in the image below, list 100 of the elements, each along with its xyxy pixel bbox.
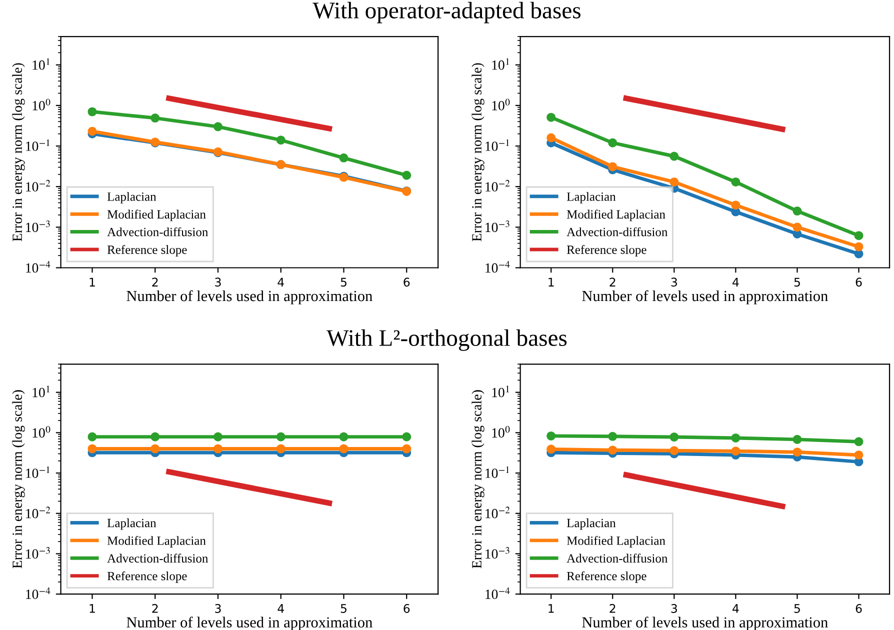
legend-label: Reference slope [566, 571, 646, 583]
x-tick-label: 3 [215, 604, 221, 613]
point [213, 122, 222, 132]
point [608, 138, 618, 148]
point [670, 152, 679, 161]
point [546, 133, 556, 142]
legend-label: Advection-diffusion [566, 227, 668, 236]
x-tick-label: 3 [671, 278, 677, 287]
point [792, 222, 802, 232]
y-tick-label: 10$^{−1}$ [486, 466, 509, 478]
point [546, 444, 556, 454]
point [213, 432, 222, 442]
legend-label: Modified Laplacian [107, 536, 206, 548]
point [213, 444, 222, 454]
point [150, 432, 160, 442]
y-tick-label: 10$^{−3}$ [486, 220, 510, 232]
point [731, 446, 740, 456]
x-tick-label: 2 [610, 604, 616, 613]
y-tick-label: 10$^{1}$ [32, 58, 50, 70]
point [88, 126, 97, 136]
legend-label: Reference slope [566, 245, 646, 256]
x-tick-label: 2 [610, 278, 616, 286]
point [731, 177, 740, 186]
point [670, 446, 679, 456]
x-tick-label: 2 [152, 278, 158, 286]
point [854, 242, 864, 252]
y-tick-label: 10$^{0}$ [492, 98, 510, 110]
x-tick-label: 1 [548, 278, 554, 286]
y-tick-label: 10$^{−2}$ [486, 506, 510, 518]
point [339, 444, 348, 454]
x-tick-label: 5 [340, 604, 346, 613]
legend-label: Advection-diffusion [107, 554, 208, 563]
y-tick-label: 10$^{1}$ [32, 386, 50, 398]
legend-label: Modified Laplacian [566, 210, 666, 222]
x-tick-label: 5 [340, 278, 346, 287]
x-tick-label: 4 [732, 278, 739, 286]
point [670, 432, 679, 442]
point [854, 437, 864, 446]
x-tick-label: 1 [90, 604, 95, 613]
point [670, 177, 679, 186]
chart-title: With L²-orthogonal bases [326, 329, 567, 351]
point [402, 170, 412, 180]
point [276, 136, 286, 145]
y-tick-label: 10$^{1}$ [492, 386, 509, 398]
x-axis-title: Number of levels used in approximation [126, 290, 372, 304]
point [546, 431, 556, 440]
point [546, 112, 556, 122]
point [731, 200, 740, 210]
point [792, 206, 802, 216]
x-tick-label: 1 [548, 604, 554, 613]
x-tick-label: 3 [671, 604, 677, 613]
point [731, 433, 740, 442]
point [150, 444, 160, 454]
point [88, 444, 97, 454]
point [854, 249, 864, 258]
point [88, 432, 97, 442]
x-tick-label: 2 [152, 604, 158, 613]
y-axis-title: Error in energy norm (log scale) [12, 63, 25, 242]
x-tick-label: 6 [856, 278, 862, 287]
x-tick-label: 1 [90, 278, 95, 286]
y-tick-label: 10$^{−1}$ [26, 466, 50, 478]
legend-label: Reference slope [107, 571, 187, 583]
point [276, 432, 286, 442]
y-tick-label: 10$^{−3}$ [486, 547, 510, 559]
point [339, 153, 348, 162]
x-axis-title: Number of levels used in approximation [582, 290, 828, 304]
legend-label: Reference slope [107, 245, 187, 256]
y-tick-label: 10$^{−4}$ [486, 261, 510, 273]
y-axis-title: Error in energy norm (log scale) [12, 390, 25, 568]
y-tick-label: 10$^{−4}$ [26, 587, 50, 599]
point [402, 444, 412, 454]
y-tick-label: 10$^{−4}$ [486, 587, 510, 599]
y-tick-label: 10$^{−1}$ [486, 139, 509, 151]
y-tick-label: 10$^{−1}$ [26, 139, 50, 151]
point [792, 448, 802, 457]
x-tick-label: 3 [215, 278, 221, 287]
point [339, 432, 348, 442]
point [150, 114, 160, 123]
y-tick-label: 10$^{−3}$ [26, 547, 50, 559]
y-axis-title: Error in energy norm (log scale) [472, 390, 484, 568]
x-tick-label: 6 [404, 604, 410, 613]
legend-label: Modified Laplacian [107, 210, 206, 222]
y-tick-label: 10$^{−2}$ [26, 180, 50, 192]
y-tick-label: 10$^{1}$ [492, 58, 509, 70]
legend-label: Modified Laplacian [566, 536, 666, 548]
chart-title: With operator-adapted bases [312, 2, 580, 24]
y-tick-label: 10$^{0}$ [492, 426, 510, 438]
point [854, 450, 864, 460]
legend-label: Advection-diffusion [107, 227, 208, 236]
point [402, 432, 412, 442]
y-tick-label: 10$^{−3}$ [26, 220, 50, 232]
legend-label: Laplacian [107, 518, 156, 530]
y-tick-label: 10$^{−2}$ [26, 506, 50, 518]
point [276, 444, 286, 454]
legend-label: Laplacian [566, 518, 616, 530]
y-tick-label: 10$^{−4}$ [26, 261, 50, 273]
point [608, 432, 618, 441]
x-tick-label: 6 [404, 278, 410, 287]
y-axis-title: Error in energy norm (log scale) [472, 63, 484, 242]
x-tick-label: 4 [278, 604, 284, 613]
